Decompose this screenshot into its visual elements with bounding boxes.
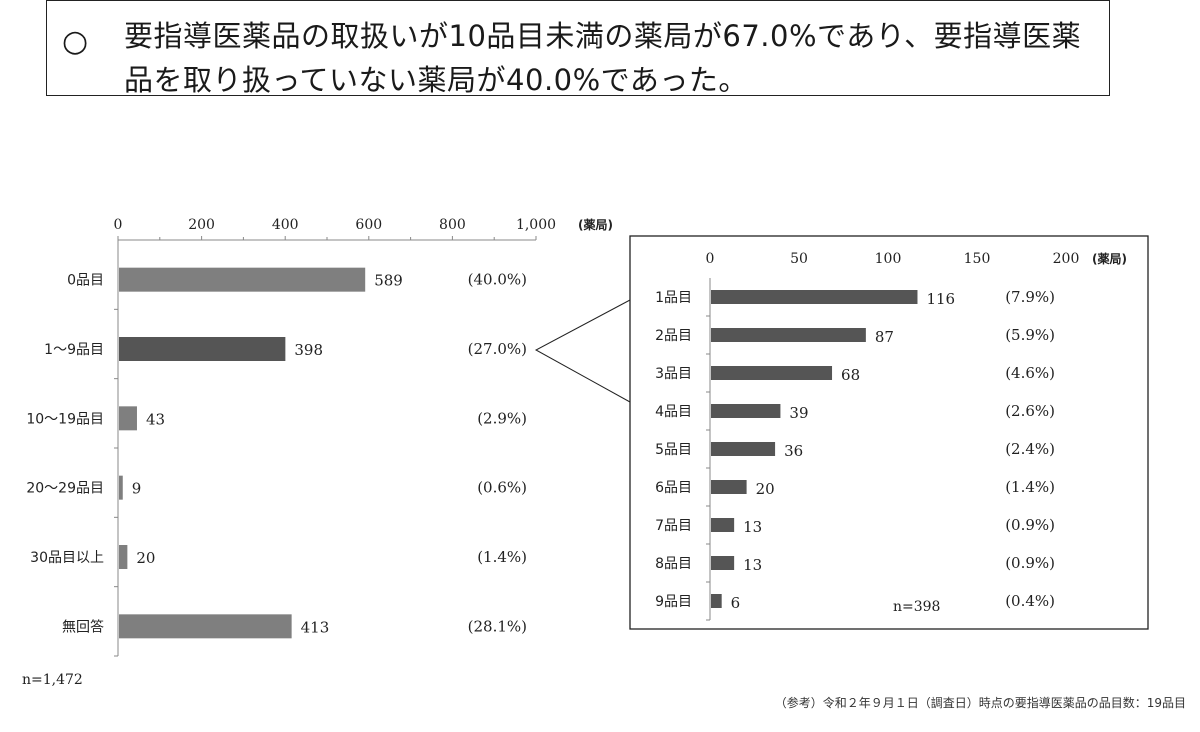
value-label: 398 <box>294 341 323 359</box>
bar <box>711 366 833 380</box>
bar <box>119 614 292 639</box>
value-label: 68 <box>841 366 860 384</box>
category-label: 10〜19品目 <box>26 411 104 427</box>
category-label: 0品目 <box>67 273 104 289</box>
percent-label: (28.1%) <box>468 617 527 635</box>
callout-connector <box>534 299 631 403</box>
x-unit-label: (薬局) <box>1092 251 1127 266</box>
category-label: 9品目 <box>655 594 692 610</box>
category-label: 4品目 <box>655 404 692 420</box>
percent-label: (0.6%) <box>477 479 527 497</box>
headline-bullet: ○ <box>62 24 89 59</box>
percent-label: (0.9%) <box>1005 554 1055 572</box>
category-label: 20〜29品目 <box>26 481 104 497</box>
value-label: 589 <box>374 272 403 290</box>
value-label: 13 <box>743 556 762 574</box>
value-label: 13 <box>743 518 762 536</box>
bar <box>711 442 776 456</box>
x-tick-label: 100 <box>875 251 902 267</box>
bar <box>711 404 781 418</box>
category-label: 30品目以上 <box>30 550 104 566</box>
x-tick-label: 200 <box>188 217 215 233</box>
main-bar-chart: 0 200 400 600 800 1,000 (薬局) 0品目 589 (40.0%) 1〜9品目… <box>22 217 613 688</box>
bar <box>119 337 286 361</box>
detail-bar-chart: 0 50 100 150 200 (薬局) 1品目 116 (7.9%) 2品目 87 (5.9%) 3… <box>534 235 1149 630</box>
x-tick-label: 800 <box>439 217 466 233</box>
percent-label: (1.4%) <box>477 548 527 566</box>
value-label: 20 <box>756 480 775 498</box>
headline-box <box>46 0 1110 96</box>
percent-label: (2.9%) <box>477 409 527 427</box>
category-label: 5品目 <box>655 442 692 458</box>
bar <box>119 545 128 569</box>
category-label: 1〜9品目 <box>44 342 104 358</box>
percent-label: (2.4%) <box>1005 440 1055 458</box>
value-label: 39 <box>789 404 808 422</box>
x-tick-label: 150 <box>964 251 991 267</box>
category-label: 6品目 <box>655 480 692 496</box>
percent-label: (7.9%) <box>1005 288 1055 306</box>
bar <box>119 406 137 431</box>
category-label: 無回答 <box>62 618 104 635</box>
reference-footnote: （参考）令和２年９月１日（調査日）時点の要指導医薬品の品目数：19品目 <box>774 696 1186 710</box>
bar <box>711 328 866 342</box>
x-tick-label: 600 <box>355 217 382 233</box>
bar <box>119 267 366 292</box>
category-label: 7品目 <box>655 518 692 534</box>
percent-label: (2.6%) <box>1005 402 1055 420</box>
percent-label: (1.4%) <box>1005 478 1055 496</box>
headline-text: 要指導医薬品の取扱いが10品目未満の薬局が67.0%であり、要指導医薬品を取り扱… <box>124 19 1082 97</box>
value-label: 36 <box>784 442 803 460</box>
x-unit-label: (薬局) <box>578 217 613 232</box>
percent-label: (0.9%) <box>1005 516 1055 534</box>
value-label: 6 <box>731 594 741 612</box>
value-label: 87 <box>875 328 894 346</box>
percent-label: (5.9%) <box>1005 326 1055 344</box>
category-label: 3品目 <box>655 366 692 382</box>
percent-label: (0.4%) <box>1005 592 1055 610</box>
bar <box>711 594 722 608</box>
bar <box>711 518 735 532</box>
sample-size-label: n=398 <box>893 599 940 615</box>
percent-label: (27.0%) <box>468 340 527 358</box>
category-label: 8品目 <box>655 556 692 572</box>
sample-size-label: n=1,472 <box>22 672 83 688</box>
bar <box>119 475 123 500</box>
x-tick-label: 200 <box>1053 251 1080 267</box>
value-label: 116 <box>926 290 955 308</box>
x-tick-label: 0 <box>114 217 123 233</box>
value-label: 43 <box>146 410 165 428</box>
category-label: 1品目 <box>655 290 692 306</box>
bar <box>711 556 735 570</box>
x-tick-label: 50 <box>790 251 808 267</box>
value-label: 20 <box>136 549 155 567</box>
x-tick-label: 0 <box>706 251 715 267</box>
x-tick-label: 1,000 <box>516 217 556 233</box>
value-label: 9 <box>132 480 142 498</box>
category-label: 2品目 <box>655 328 692 344</box>
bar <box>711 480 747 494</box>
bar <box>711 290 918 304</box>
x-tick-label: 400 <box>272 217 299 233</box>
value-label: 413 <box>301 618 330 636</box>
percent-label: (4.6%) <box>1005 364 1055 382</box>
percent-label: (40.0%) <box>468 271 527 289</box>
